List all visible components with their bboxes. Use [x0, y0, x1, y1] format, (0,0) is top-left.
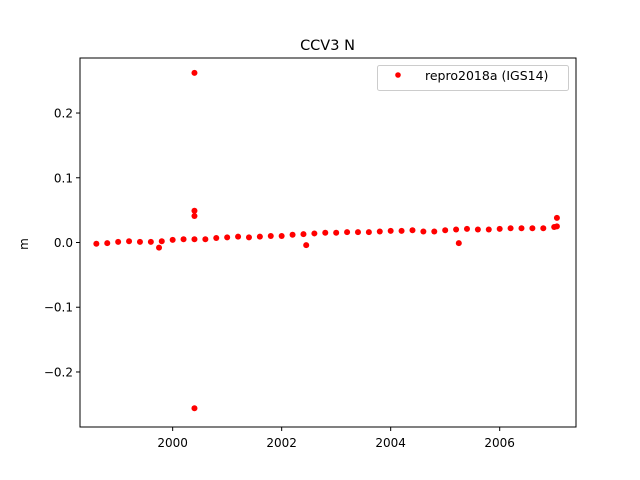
data-point: [507, 225, 514, 232]
x-axis-ticks: 2000 2002 2004 2006: [157, 427, 515, 450]
legend: repro2018a (IGS14): [377, 65, 569, 91]
data-point: [365, 229, 372, 236]
data-point: [224, 234, 231, 241]
data-point: [278, 233, 285, 240]
data-point: [540, 225, 547, 232]
data-point: [344, 229, 351, 236]
legend-box: [377, 65, 569, 91]
data-point: [191, 207, 198, 214]
data-point: [442, 227, 449, 234]
legend-marker: [395, 72, 401, 78]
y-tick-label: 0.0: [54, 236, 73, 250]
data-point: [169, 236, 176, 243]
plot-frame: [79, 57, 577, 428]
data-point: [303, 242, 310, 249]
legend-entry-label: repro2018a (IGS14): [425, 68, 548, 83]
data-point: [245, 234, 252, 241]
data-point: [354, 229, 361, 236]
data-point: [455, 240, 462, 247]
data-point: [136, 238, 143, 245]
data-point: [300, 231, 307, 238]
data-point: [104, 240, 111, 247]
data-point: [453, 226, 460, 233]
data-point: [463, 225, 470, 232]
data-point: [387, 227, 394, 234]
data-point: [180, 236, 187, 243]
data-point: [156, 244, 163, 251]
data-point: [267, 233, 274, 240]
data-point: [202, 236, 209, 243]
data-point: [431, 228, 438, 235]
y-axis-ticks: −0.2 −0.1 0.0 0.1 0.2: [44, 107, 80, 379]
data-point: [311, 230, 318, 237]
x-tick-label: 2000: [157, 436, 188, 450]
data-point: [235, 233, 242, 240]
data-point: [529, 225, 536, 232]
y-axis-label: m: [17, 238, 31, 250]
x-tick-label: 2002: [266, 436, 297, 450]
data-point: [398, 227, 405, 234]
data-point: [409, 227, 416, 234]
data-point: [115, 238, 122, 245]
data-point: [93, 240, 100, 247]
data-point: [333, 229, 340, 236]
data-point: [289, 231, 296, 238]
data-point: [126, 238, 133, 245]
data-point: [191, 236, 198, 243]
data-point: [518, 225, 525, 232]
data-point: [474, 226, 481, 233]
data-point: [191, 405, 198, 412]
data-point: [322, 229, 329, 236]
x-tick-label: 2004: [375, 436, 406, 450]
y-tick-label: 0.2: [54, 107, 73, 121]
data-point: [256, 233, 263, 240]
y-tick-label: 0.1: [54, 171, 73, 185]
y-tick-label: −0.1: [44, 301, 73, 315]
data-point: [191, 212, 198, 219]
data-point: [147, 238, 154, 245]
data-point: [496, 225, 503, 232]
chart-title: CCV3 N: [300, 38, 355, 54]
y-tick-label: −0.2: [44, 365, 73, 379]
data-point: [376, 228, 383, 235]
data-point: [213, 234, 220, 241]
data-point: [553, 214, 560, 221]
data-point: [485, 226, 492, 233]
data-point: [553, 223, 560, 230]
data-points: [93, 69, 560, 412]
data-point: [420, 228, 427, 235]
x-tick-label: 2006: [484, 436, 515, 450]
data-point: [158, 238, 165, 245]
data-point: [191, 69, 198, 76]
